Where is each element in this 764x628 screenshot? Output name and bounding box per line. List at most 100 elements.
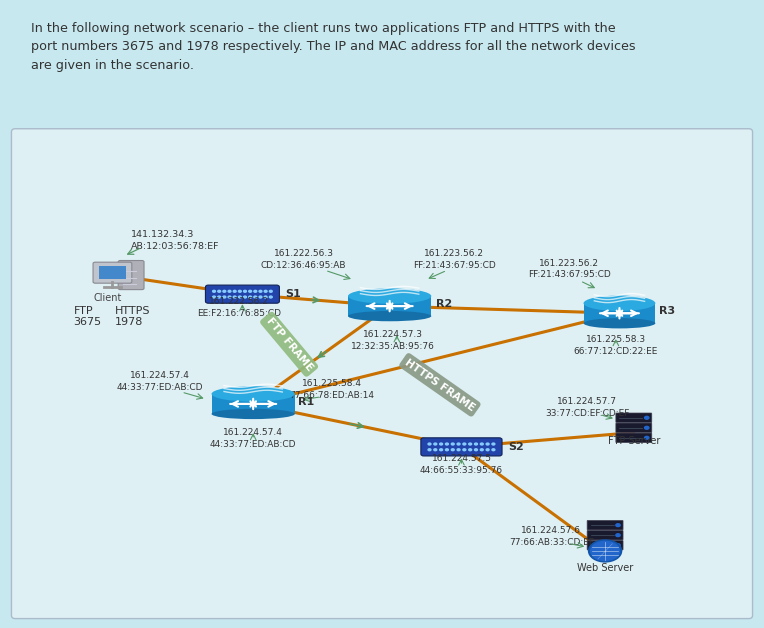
Circle shape <box>238 296 241 298</box>
Circle shape <box>588 540 622 562</box>
Circle shape <box>228 296 231 298</box>
Text: 161.222.56.3
CD:12:36:46:95:AB: 161.222.56.3 CD:12:36:46:95:AB <box>261 249 346 270</box>
Text: 161.224.57.5
44:66:55:33:95:76: 161.224.57.5 44:66:55:33:95:76 <box>420 454 503 475</box>
Circle shape <box>452 443 454 445</box>
Circle shape <box>463 443 466 445</box>
Text: S2: S2 <box>508 442 523 452</box>
Circle shape <box>233 290 236 292</box>
Text: 161.223.56.2
FF:21:43:67:95:CD: 161.223.56.2 FF:21:43:67:95:CD <box>528 259 610 279</box>
Text: R1: R1 <box>298 396 314 406</box>
Circle shape <box>244 290 247 292</box>
FancyBboxPatch shape <box>616 423 652 433</box>
Circle shape <box>218 290 221 292</box>
FancyBboxPatch shape <box>99 266 126 279</box>
Circle shape <box>440 449 442 451</box>
Circle shape <box>228 290 231 292</box>
Text: HTTPS: HTTPS <box>115 306 150 317</box>
Text: 141.132.34.3
AB:12:03:56:78:EF: 141.132.34.3 AB:12:03:56:78:EF <box>131 230 219 251</box>
FancyBboxPatch shape <box>11 129 753 619</box>
Text: 161.224.57.4
44:33:77:ED:AB:CD: 161.224.57.4 44:33:77:ED:AB:CD <box>210 428 296 449</box>
Circle shape <box>452 449 454 451</box>
FancyBboxPatch shape <box>348 296 432 316</box>
Circle shape <box>474 449 478 451</box>
Circle shape <box>457 449 460 451</box>
Circle shape <box>254 296 257 298</box>
Circle shape <box>434 443 437 445</box>
FancyBboxPatch shape <box>584 303 656 323</box>
Text: FTP Server: FTP Server <box>607 436 660 447</box>
Text: R3: R3 <box>659 306 675 316</box>
Circle shape <box>486 449 489 451</box>
Circle shape <box>249 290 251 292</box>
Circle shape <box>645 416 649 420</box>
Circle shape <box>428 443 431 445</box>
Circle shape <box>645 436 649 439</box>
FancyBboxPatch shape <box>118 261 144 290</box>
Text: In the following network scenario – the client runs two applications FTP and HTT: In the following network scenario – the … <box>31 22 635 72</box>
Circle shape <box>481 443 483 445</box>
FancyBboxPatch shape <box>588 541 623 550</box>
Text: HTTPS FRAME: HTTPS FRAME <box>403 357 477 413</box>
Circle shape <box>481 449 483 451</box>
Ellipse shape <box>212 386 295 402</box>
Circle shape <box>445 443 448 445</box>
Text: FTP FRAME: FTP FRAME <box>264 316 314 373</box>
Circle shape <box>486 443 489 445</box>
Text: 161.224.57.6
77:66:AB:33:CD:EF: 161.224.57.6 77:66:AB:33:CD:EF <box>509 526 594 547</box>
Circle shape <box>469 443 471 445</box>
Circle shape <box>218 296 221 298</box>
Ellipse shape <box>212 409 295 419</box>
FancyBboxPatch shape <box>616 413 652 423</box>
FancyBboxPatch shape <box>15 13 749 126</box>
Text: Web Server: Web Server <box>577 563 633 573</box>
FancyBboxPatch shape <box>206 285 280 303</box>
Text: 161.224.57.4
44:33:77:ED:AB:CD: 161.224.57.4 44:33:77:ED:AB:CD <box>117 371 203 392</box>
FancyBboxPatch shape <box>616 433 652 443</box>
Circle shape <box>457 443 460 445</box>
Text: S1: S1 <box>285 289 301 299</box>
Circle shape <box>270 296 272 298</box>
Circle shape <box>254 290 257 292</box>
Circle shape <box>469 449 471 451</box>
Text: 161.222.56.2
EE:F2:16:76:85:CD: 161.222.56.2 EE:F2:16:76:85:CD <box>197 297 281 318</box>
Circle shape <box>463 449 466 451</box>
Ellipse shape <box>348 288 432 304</box>
Text: FTP: FTP <box>73 306 93 317</box>
Circle shape <box>270 290 272 292</box>
Ellipse shape <box>584 296 656 311</box>
Circle shape <box>264 296 267 298</box>
Circle shape <box>591 541 620 560</box>
Text: 3675: 3675 <box>73 317 102 327</box>
Text: 161.225.58.4
77:66:78:ED:AB:14: 161.225.58.4 77:66:78:ED:AB:14 <box>290 379 374 400</box>
Circle shape <box>616 524 620 527</box>
Text: 1978: 1978 <box>115 317 143 327</box>
Text: 161.224.57.7
33:77:CD:EF:CD:EF: 161.224.57.7 33:77:CD:EF:CD:EF <box>545 397 630 418</box>
Ellipse shape <box>584 318 656 328</box>
Ellipse shape <box>348 311 432 322</box>
Circle shape <box>492 443 495 445</box>
Circle shape <box>212 296 215 298</box>
Circle shape <box>223 296 226 298</box>
Circle shape <box>440 443 442 445</box>
Circle shape <box>238 290 241 292</box>
Text: 161.225.58.3
66:77:12:CD:22:EE: 161.225.58.3 66:77:12:CD:22:EE <box>574 335 658 356</box>
Text: 161.223.56.2
FF:21:43:67:95:CD: 161.223.56.2 FF:21:43:67:95:CD <box>413 249 496 270</box>
Circle shape <box>244 296 247 298</box>
Circle shape <box>492 449 495 451</box>
FancyBboxPatch shape <box>93 262 132 283</box>
Circle shape <box>616 544 620 546</box>
Circle shape <box>233 296 236 298</box>
Circle shape <box>645 426 649 429</box>
Text: 161.224.57.3
12:32:35:AB:95:76: 161.224.57.3 12:32:35:AB:95:76 <box>351 330 435 351</box>
Circle shape <box>249 296 251 298</box>
Circle shape <box>616 534 620 536</box>
FancyBboxPatch shape <box>588 521 623 530</box>
Text: R2: R2 <box>436 299 452 309</box>
Circle shape <box>212 290 215 292</box>
Circle shape <box>474 443 478 445</box>
Circle shape <box>259 290 262 292</box>
FancyBboxPatch shape <box>212 394 295 414</box>
Circle shape <box>428 449 431 451</box>
Circle shape <box>445 449 448 451</box>
Circle shape <box>264 290 267 292</box>
